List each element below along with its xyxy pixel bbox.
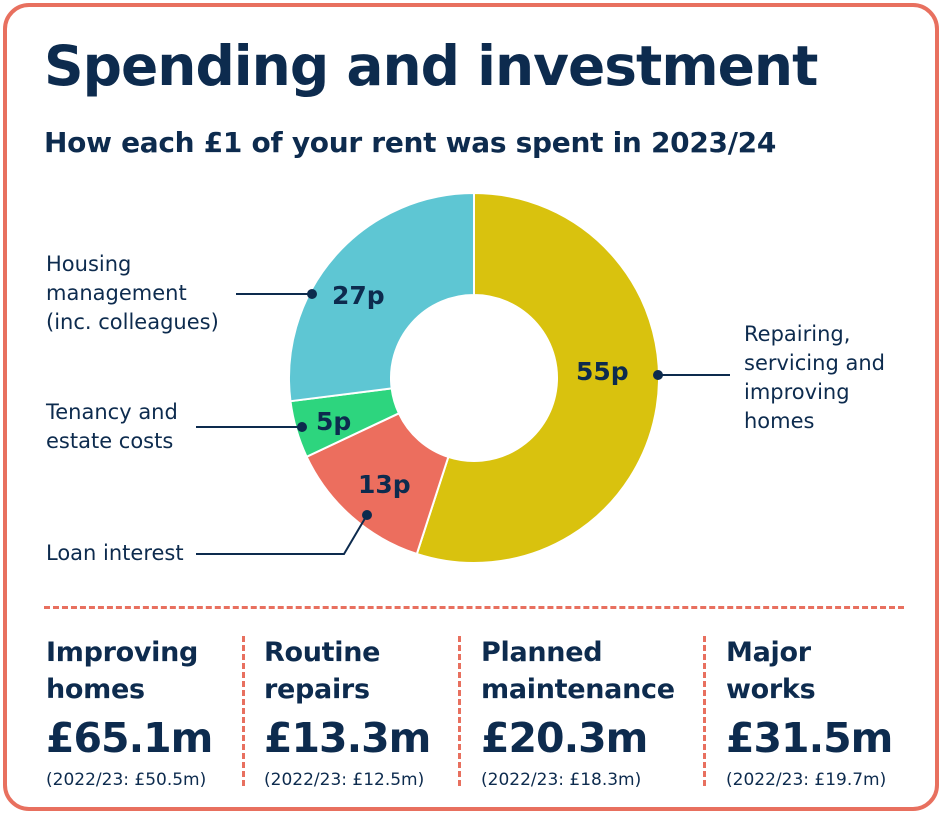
- legend-line: estate costs: [46, 429, 174, 453]
- page-subtitle: How each £1 of your rent was spent in 20…: [44, 126, 777, 159]
- stat-previous: (2022/23: £12.5m): [264, 770, 425, 790]
- stat-previous: (2022/23: £50.5m): [46, 770, 207, 790]
- stat-value: £65.1m: [46, 714, 213, 762]
- slice-label-tenancy: 5p: [316, 407, 351, 436]
- donut-slice-0: [415, 191, 660, 564]
- leader-lines: [196, 289, 730, 555]
- stat-improving-homes: Improving homes £65.1m (2022/23: £50.5m): [46, 634, 213, 790]
- stat-name: Major works: [726, 637, 816, 705]
- leader-dot-repairing: [653, 370, 663, 380]
- legend-line: homes: [744, 409, 815, 433]
- stat-separator: [458, 636, 461, 786]
- legend-line: Tenancy and: [46, 400, 178, 424]
- leader-dot-housing: [307, 289, 317, 299]
- slice-label-repairing: 55p: [576, 357, 629, 386]
- stat-name: Routine repairs: [264, 637, 381, 705]
- stat-previous: (2022/23: £18.3m): [481, 770, 642, 790]
- stat-name: Planned maintenance: [481, 637, 675, 705]
- leader-loan: [196, 514, 368, 555]
- legend-repairing: Repairing, servicing and improving homes: [744, 320, 885, 436]
- legend-loan: Loan interest: [46, 539, 184, 568]
- stat-value: £20.3m: [481, 714, 648, 762]
- legend-line: improving: [744, 380, 850, 404]
- dashed-divider: [44, 606, 904, 609]
- page-title: Spending and investment: [44, 34, 818, 98]
- donut-slice-1: [305, 412, 450, 556]
- stat-routine-repairs: Routine repairs £13.3m (2022/23: £12.5m): [264, 634, 431, 790]
- leader-dot-loan: [362, 510, 372, 520]
- leader-dot-tenancy: [297, 422, 307, 432]
- legend-line: management: [46, 281, 187, 305]
- legend-tenancy: Tenancy and estate costs: [46, 398, 178, 456]
- legend-line: Repairing,: [744, 322, 851, 346]
- donut-slice-3: [288, 191, 475, 403]
- stat-separator: [703, 636, 706, 786]
- stat-planned-maintenance: Planned maintenance £20.3m (2022/23: £18.…: [481, 634, 675, 790]
- stat-previous: (2022/23: £19.7m): [726, 770, 887, 790]
- slice-label-housing: 27p: [332, 281, 385, 310]
- stat-separator: [242, 636, 245, 786]
- legend-line: servicing and: [744, 351, 885, 375]
- stat-value: £31.5m: [726, 714, 893, 762]
- legend-line: Housing: [46, 252, 132, 276]
- stat-name: Improving homes: [46, 637, 199, 705]
- stat-major-works: Major works £31.5m (2022/23: £19.7m): [726, 634, 893, 790]
- legend-line: Loan interest: [46, 541, 184, 565]
- legend-housing: Housing management (inc. colleagues): [46, 250, 219, 337]
- legend-line: (inc. colleagues): [46, 310, 219, 334]
- card-frame: [3, 3, 939, 811]
- slice-label-loan: 13p: [358, 470, 411, 499]
- donut-chart: 55p 13p 5p 27p: [196, 191, 730, 564]
- stat-value: £13.3m: [264, 714, 431, 762]
